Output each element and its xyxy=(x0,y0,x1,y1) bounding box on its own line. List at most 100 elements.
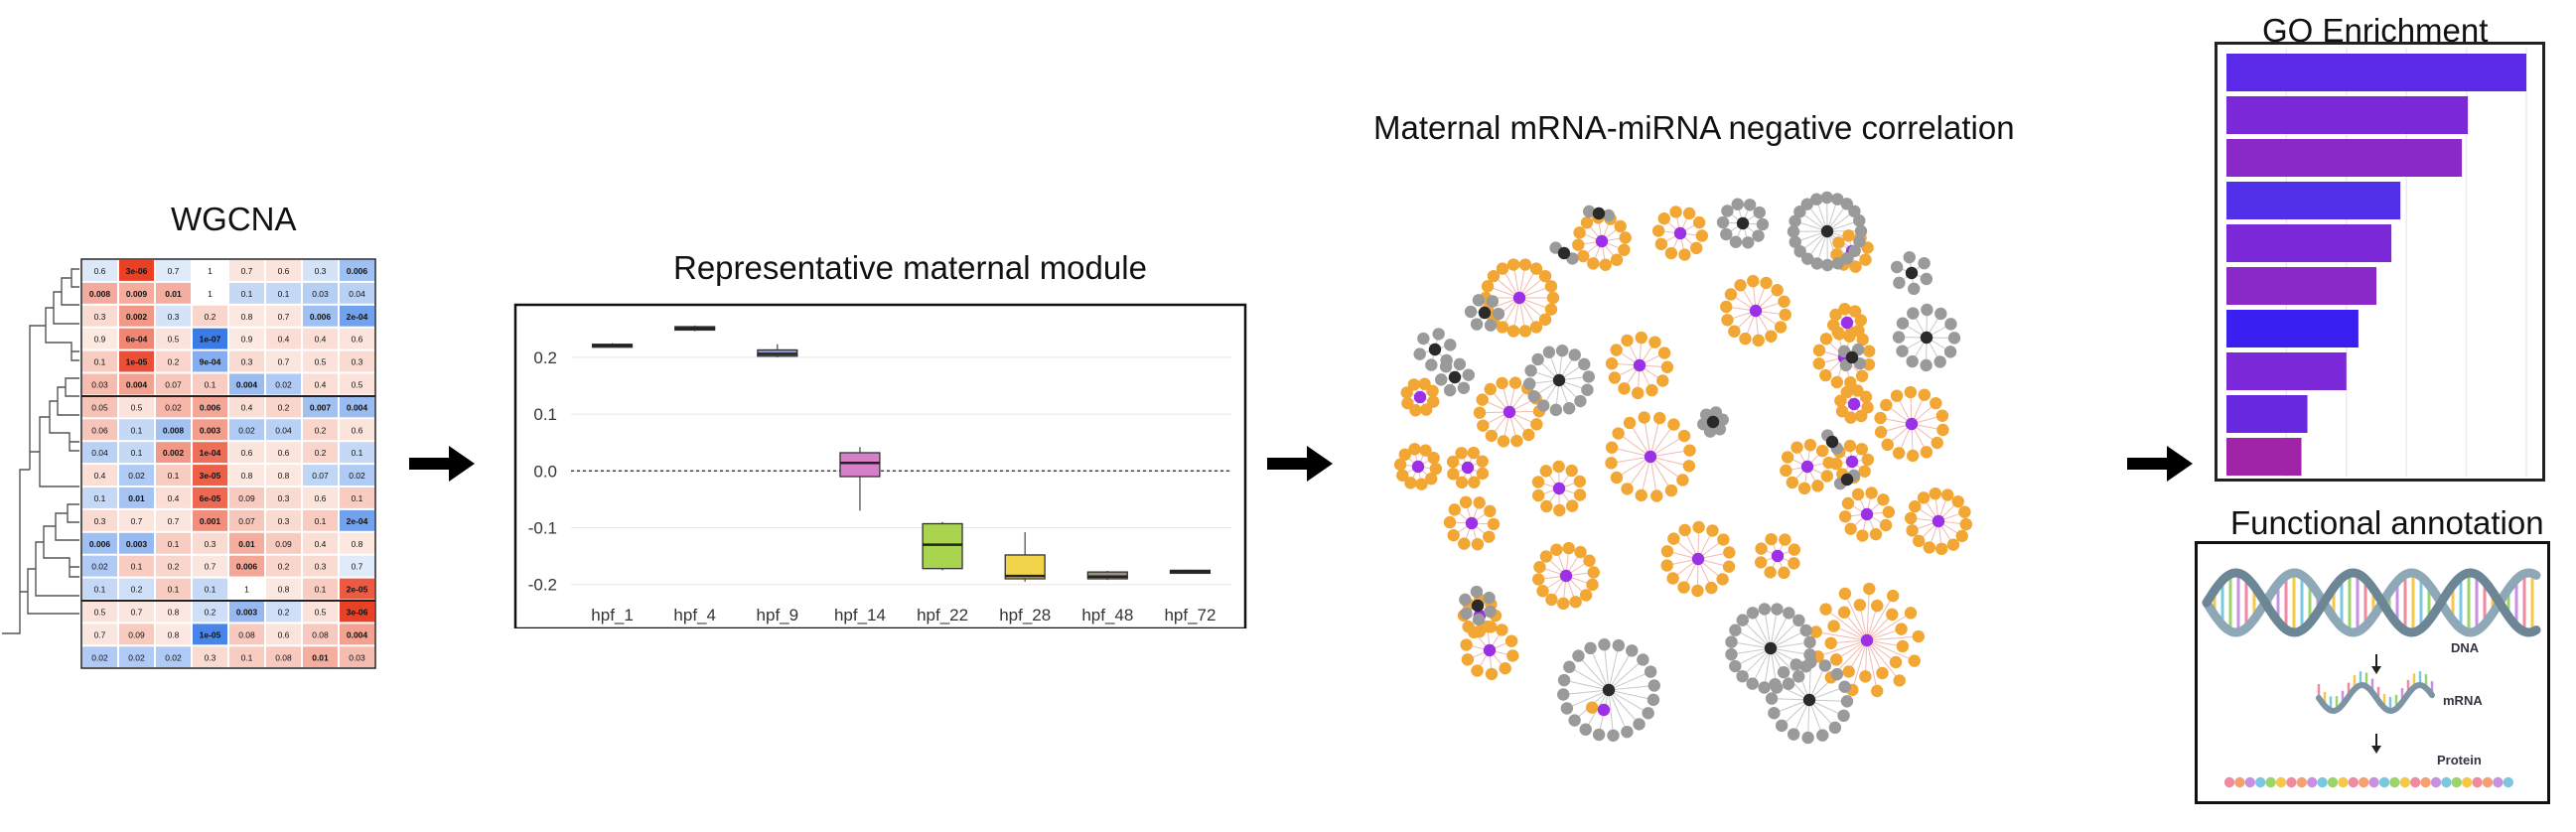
heatmap-cell-value: 0.08 xyxy=(312,629,329,639)
heatmap-cell-value: 0.3 xyxy=(278,493,290,503)
heatmap-cell xyxy=(82,373,117,395)
heatmap-cell xyxy=(156,487,191,508)
heatmap-cell-value: 0.7 xyxy=(241,266,253,276)
heatmap-cell-value: 0.7 xyxy=(278,312,290,322)
non-maternal-cluster xyxy=(1583,205,1615,222)
heatmap-cell-value: 0.2 xyxy=(205,312,216,322)
mrna-strand-icon xyxy=(2316,671,2435,715)
heatmap-cell-value: 0.4 xyxy=(168,493,180,503)
heatmap-cell-value: 3e-06 xyxy=(347,607,368,617)
heatmap-cell xyxy=(193,465,227,485)
heatmap-cell-value: 0.2 xyxy=(278,402,290,412)
heatmap-cell-value: 0.02 xyxy=(165,402,182,412)
heatmap-cell-value: 6e-04 xyxy=(126,335,148,345)
heatmap-cell xyxy=(229,442,264,464)
heatmap-cell-value: 0.1 xyxy=(131,562,143,572)
heatmap-cell xyxy=(303,328,338,349)
x-tick-label: hpf_14 xyxy=(834,606,886,624)
heatmap-cell xyxy=(340,373,374,395)
heatmap-cell xyxy=(266,396,301,418)
heatmap-cell xyxy=(193,532,227,554)
heatmap-cell-value: 0.1 xyxy=(94,493,106,503)
heatmap-cell xyxy=(193,260,227,281)
heatmap-cell-value: 0.02 xyxy=(238,425,255,435)
down-arrow-icon xyxy=(2371,734,2381,754)
heatmap-cell-value: 0.6 xyxy=(278,448,290,458)
non-maternal-cluster xyxy=(1523,344,1595,417)
network-title: Maternal mRNA-miRNA negative correlation xyxy=(1373,109,2015,146)
heatmap-cell xyxy=(119,465,154,485)
heatmap-cell-value: 0.004 xyxy=(126,379,148,389)
heatmap-cell-value: 0.003 xyxy=(200,425,221,435)
heatmap-cell xyxy=(119,350,154,372)
heatmap-cell xyxy=(229,419,264,441)
go-term-bar xyxy=(2226,395,2308,433)
heatmap-cell xyxy=(82,487,117,508)
heatmap-cell-value: 0.1 xyxy=(168,471,180,481)
mrna-mirna-cluster xyxy=(1400,377,1440,417)
x-tick-label: hpf_9 xyxy=(757,606,799,624)
heatmap-cell xyxy=(266,578,301,600)
heatmap-cell-value: 0.04 xyxy=(275,425,292,435)
box-hpf_72 xyxy=(1169,569,1212,575)
go-term-bar xyxy=(2226,54,2526,91)
non-maternal-cluster xyxy=(1557,638,1660,742)
heatmap-cell-value: 1e-05 xyxy=(200,629,221,639)
heatmap-cell xyxy=(229,601,264,623)
heatmap-cell xyxy=(82,396,117,418)
dna-label: DNA xyxy=(2451,640,2480,655)
heatmap-cell-value: 0.3 xyxy=(278,516,290,526)
heatmap-cell xyxy=(156,442,191,464)
box-hpf_4 xyxy=(674,325,716,332)
x-tick-label: hpf_28 xyxy=(999,606,1051,624)
heatmap-cell xyxy=(340,646,374,668)
heatmap-cell-value: 0.5 xyxy=(315,357,327,367)
heatmap-cell-value: 0.03 xyxy=(312,289,329,299)
heatmap-cell-value: 0.1 xyxy=(168,539,180,549)
heatmap-cell-value: 0.1 xyxy=(278,289,290,299)
heatmap-cell xyxy=(156,305,191,327)
heatmap-cell xyxy=(156,328,191,349)
heatmap-cell xyxy=(303,465,338,485)
heatmap-cell-value: 0.2 xyxy=(315,425,327,435)
dna-helix-icon xyxy=(2202,568,2541,637)
heatmap-cell-value: 0.003 xyxy=(236,607,258,617)
heatmap-cell xyxy=(340,601,374,623)
heatmap-cell xyxy=(156,350,191,372)
protein-label: Protein xyxy=(2437,753,2482,767)
non-maternal-cluster xyxy=(1837,343,1867,372)
heatmap-cell xyxy=(303,509,338,531)
non-maternal-cluster xyxy=(1434,357,1476,397)
wgcna-heatmap: 0.6 3e-06 0.7 1 0.7 0.6 0.3 0.006 0.008 0.009 0.01… xyxy=(2,258,376,669)
heatmap-cell xyxy=(156,373,191,395)
heatmap-cell xyxy=(229,532,264,554)
x-tick-label: hpf_1 xyxy=(591,606,634,624)
mrna-mirna-cluster xyxy=(1443,495,1501,551)
mrna-mirna-cluster xyxy=(1393,443,1443,490)
heatmap-cell-value: 0.1 xyxy=(205,585,216,595)
mrna-mirna-cluster xyxy=(1605,331,1674,400)
heatmap-cell xyxy=(193,509,227,531)
non-maternal-cluster xyxy=(1890,250,1933,296)
heatmap-cell-value: 0.06 xyxy=(91,425,108,435)
go-term-bar xyxy=(2226,182,2401,219)
heatmap-cell xyxy=(340,305,374,327)
non-maternal-cluster xyxy=(1413,328,1457,371)
heatmap-cell xyxy=(229,624,264,645)
heatmap-cell xyxy=(266,350,301,372)
heatmap-cell xyxy=(229,396,264,418)
non-maternal-cluster xyxy=(1716,198,1770,249)
heatmap-cell xyxy=(229,555,264,577)
heatmap-cell-value: 0.09 xyxy=(128,629,145,639)
heatmap-cell-value: 1e-07 xyxy=(200,335,221,345)
heatmap-cell-value: 0.08 xyxy=(238,629,255,639)
heatmap-cell-value: 0.8 xyxy=(241,312,253,322)
heatmap-cell xyxy=(303,350,338,372)
heatmap-cell-value: 0.3 xyxy=(94,312,106,322)
mrna-mirna-cluster xyxy=(1460,620,1519,681)
heatmap-cell-value: 0.7 xyxy=(352,562,363,572)
heatmap-cell xyxy=(303,487,338,508)
mrna-mirna-cluster xyxy=(1874,385,1949,463)
heatmap-cell-value: 0.8 xyxy=(278,585,290,595)
non-maternal-cluster xyxy=(1787,191,1868,272)
